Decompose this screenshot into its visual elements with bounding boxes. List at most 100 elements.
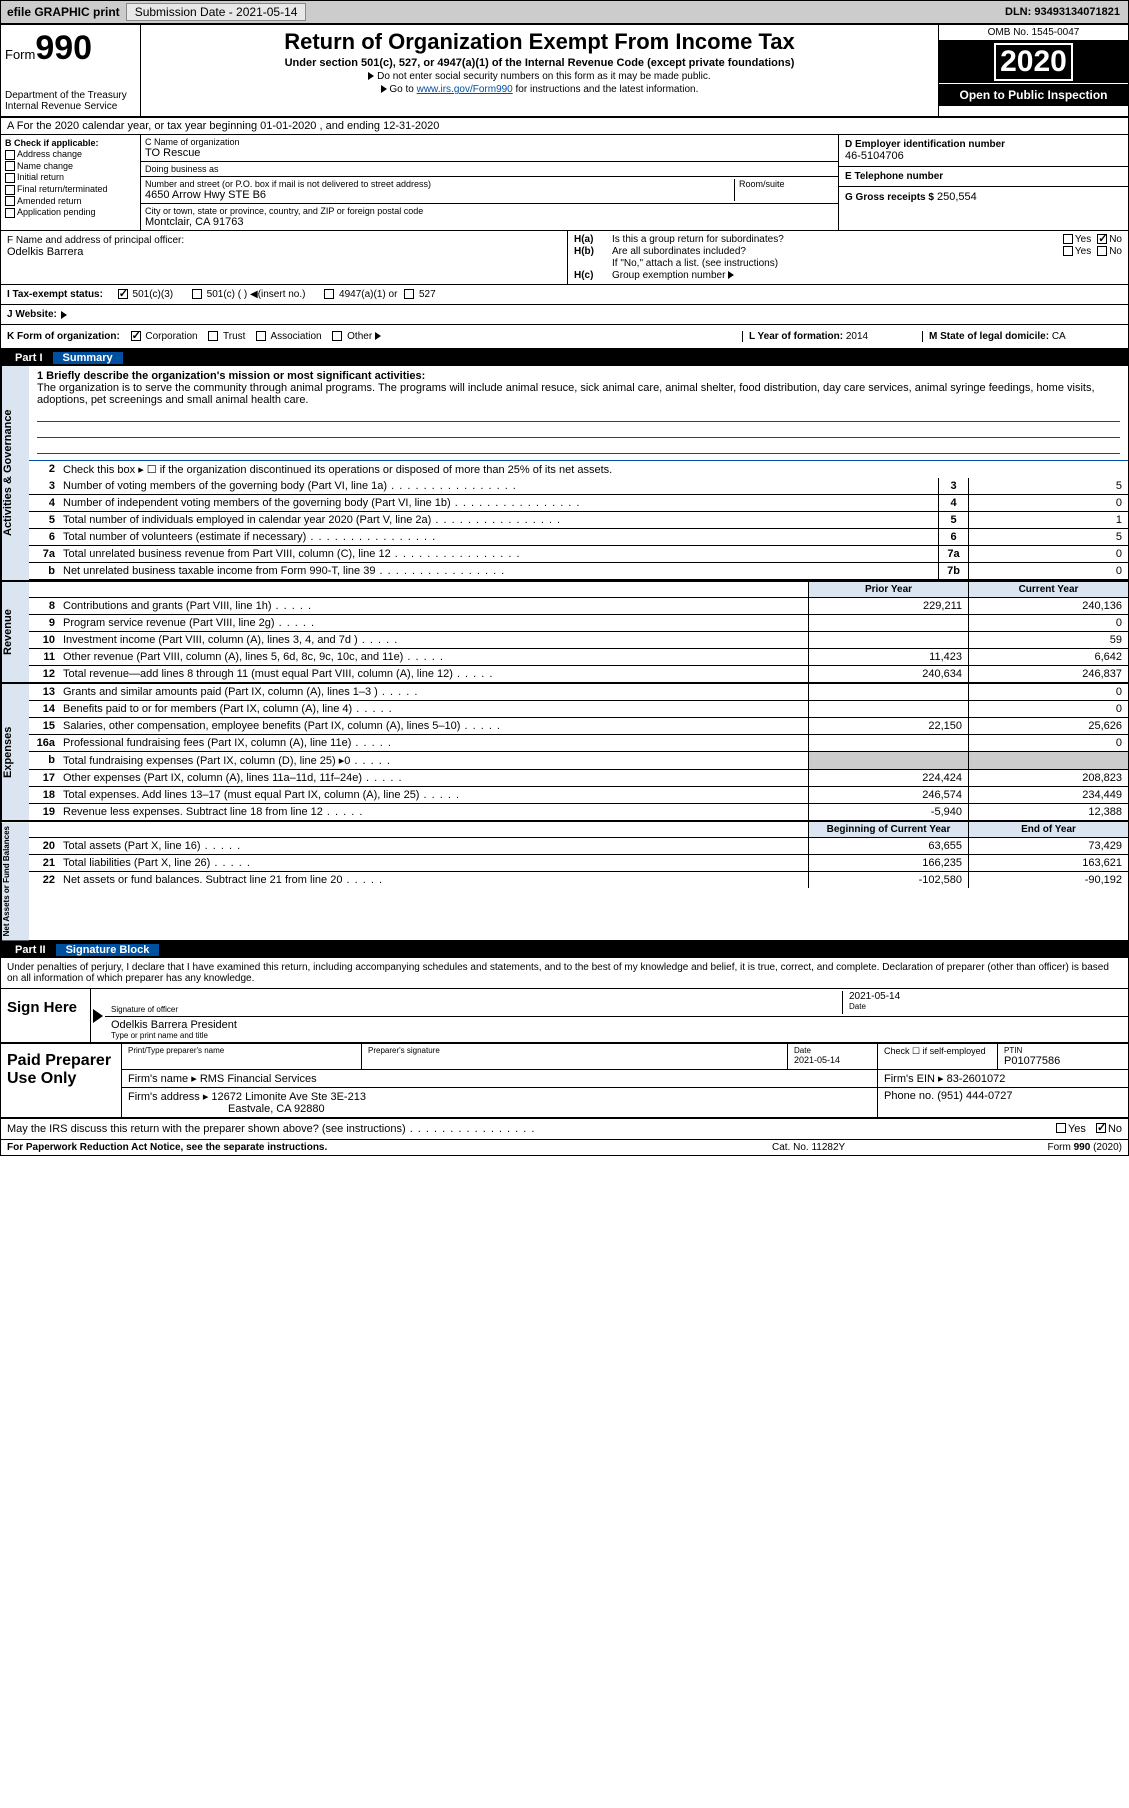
name-lbl: C Name of organization: [145, 137, 834, 147]
line-2: 2 Check this box ▸ ☐ if the organization…: [29, 461, 1128, 478]
net-assets-section: Net Assets or Fund Balances Beginning of…: [1, 822, 1128, 942]
hb-no[interactable]: [1097, 246, 1107, 256]
check-501c[interactable]: [192, 289, 202, 299]
activities-governance-section: Activities & Governance 1 Briefly descri…: [1, 366, 1128, 582]
lbl: Final return/terminated: [17, 184, 108, 194]
header-left: Form990 Department of the Treasury Inter…: [1, 25, 141, 116]
paid-preparer-label: Paid Preparer Use Only: [1, 1044, 121, 1117]
entity-row: B Check if applicable: Address change Na…: [1, 135, 1128, 231]
opt: Association: [270, 331, 321, 342]
line2-txt: Check this box ▸ ☐ if the organization d…: [59, 461, 1128, 478]
name-title: Odelkis Barrera President: [111, 1019, 1122, 1031]
summary-line: 11Other revenue (Part VIII, column (A), …: [29, 649, 1128, 666]
dept-label: Department of the Treasury Internal Reve…: [5, 90, 136, 112]
opt: Corporation: [145, 331, 197, 342]
vtab-exp: Expenses: [1, 684, 29, 820]
officer-lbl: F Name and address of principal officer:: [7, 235, 561, 246]
website-lbl: J Website:: [7, 309, 57, 320]
sig-fields: Signature of officer 2021-05-14Date Odel…: [105, 989, 1128, 1042]
vtab-rev: Revenue: [1, 582, 29, 682]
summary-line: 4Number of independent voting members of…: [29, 495, 1128, 512]
blank-line: [37, 440, 1120, 454]
summary-line: 17Other expenses (Part IX, column (A), l…: [29, 770, 1128, 787]
officer-sig-line: Signature of officer 2021-05-14Date: [105, 989, 1128, 1017]
check-trust[interactable]: [208, 331, 218, 341]
revenue-section: Revenue Prior Year Current Year 8Contrib…: [1, 582, 1128, 684]
part-title: Signature Block: [56, 944, 160, 956]
domicile-val: CA: [1052, 331, 1066, 342]
dba-lbl: Doing business as: [145, 164, 834, 174]
ein-val: 46-5104706: [845, 150, 1122, 162]
org-name: TO Rescue: [145, 147, 834, 159]
exp-content: 13Grants and similar amounts paid (Part …: [29, 684, 1128, 820]
box-d: D Employer identification number 46-5104…: [839, 135, 1128, 167]
summary-line: bTotal fundraising expenses (Part IX, co…: [29, 752, 1128, 770]
arrow-icon: [381, 85, 387, 93]
row-k: K Form of organization: Corporation Trus…: [1, 325, 1128, 350]
arrow-icon: [375, 332, 381, 340]
entity-right: D Employer identification number 46-5104…: [838, 135, 1128, 230]
open-public-badge: Open to Public Inspection: [939, 83, 1128, 106]
ha-yes[interactable]: [1063, 234, 1073, 244]
lbl: Date: [794, 1046, 871, 1055]
cat-no: Cat. No. 11282Y: [772, 1142, 972, 1153]
paid-preparer-row: Paid Preparer Use Only Print/Type prepar…: [1, 1042, 1128, 1119]
check-501c3[interactable]: [118, 289, 128, 299]
check-4947[interactable]: [324, 289, 334, 299]
instructions-link[interactable]: www.irs.gov/Form990: [417, 84, 513, 95]
discuss-yes[interactable]: [1056, 1123, 1066, 1133]
box-f: F Name and address of principal officer:…: [1, 231, 568, 284]
officer-name: Odelkis Barrera: [7, 246, 561, 258]
discuss-row: May the IRS discuss this return with the…: [1, 1119, 1128, 1140]
summary-line: 7aTotal unrelated business revenue from …: [29, 546, 1128, 563]
header-right: OMB No. 1545-0047 2020 Open to Public In…: [938, 25, 1128, 116]
check-corp[interactable]: [131, 331, 141, 341]
summary-line: 6Total number of volunteers (estimate if…: [29, 529, 1128, 546]
summary-line: 5Total number of individuals employed in…: [29, 512, 1128, 529]
firm-addr: 12672 Limonite Ave Ste 3E-213: [211, 1091, 366, 1103]
hb-yes[interactable]: [1063, 246, 1073, 256]
submission-date-button[interactable]: Submission Date - 2021-05-14: [126, 3, 307, 21]
check-other[interactable]: [332, 331, 342, 341]
form-990: Form990 Department of the Treasury Inter…: [0, 24, 1129, 1156]
ptin: P01077586: [1004, 1055, 1122, 1067]
check-address[interactable]: Address change: [5, 149, 136, 160]
sign-here-row: Sign Here Signature of officer 2021-05-1…: [1, 988, 1128, 1042]
opt: (insert no.): [258, 289, 306, 300]
blank-line: [37, 408, 1120, 422]
form-prefix: Form: [5, 47, 35, 62]
check-name[interactable]: Name change: [5, 161, 136, 172]
summary-line: 13Grants and similar amounts paid (Part …: [29, 684, 1128, 701]
year-headers-2: Beginning of Current Year End of Year: [29, 822, 1128, 838]
street-cell: Number and street (or P.O. box if mail i…: [141, 177, 838, 204]
lbl: Preparer's signature: [368, 1046, 781, 1055]
check-assoc[interactable]: [256, 331, 266, 341]
paperwork-notice: For Paperwork Reduction Act Notice, see …: [7, 1142, 772, 1153]
summary-line: 12Total revenue—add lines 8 through 11 (…: [29, 666, 1128, 682]
part-i-header: Part I Summary: [1, 350, 1128, 366]
self-employed[interactable]: Check ☐ if self-employed: [878, 1044, 998, 1069]
form-title: Return of Organization Exempt From Incom…: [145, 29, 934, 55]
hb-note: If "No," attach a list. (see instruction…: [574, 258, 1122, 269]
arrow-icon: [728, 271, 734, 279]
vtab-na: Net Assets or Fund Balances: [1, 822, 29, 940]
phone-lbl: E Telephone number: [845, 171, 1122, 182]
discuss-no[interactable]: [1096, 1123, 1106, 1133]
check-pending[interactable]: Application pending: [5, 207, 136, 218]
na-content: Beginning of Current Year End of Year 20…: [29, 822, 1128, 940]
check-527[interactable]: [404, 289, 414, 299]
lbl: Firm's name ▸: [128, 1073, 197, 1085]
ha-row: H(a)Is this a group return for subordina…: [574, 234, 1122, 245]
ha-no[interactable]: [1097, 234, 1107, 244]
form-header: Form990 Department of the Treasury Inter…: [1, 25, 1128, 118]
check-amended[interactable]: Amended return: [5, 196, 136, 207]
yes: Yes: [1068, 1123, 1086, 1135]
check-initial[interactable]: Initial return: [5, 172, 136, 183]
no-lbl: No: [1109, 234, 1122, 245]
part-num: Part II: [9, 944, 52, 956]
lbl: Print/Type preparer's name: [128, 1046, 355, 1055]
section-a: A For the 2020 calendar year, or tax yea…: [1, 118, 1128, 135]
lbl: Phone no.: [884, 1090, 934, 1102]
tax-status-lbl: I Tax-exempt status:: [7, 289, 103, 300]
check-final[interactable]: Final return/terminated: [5, 184, 136, 195]
